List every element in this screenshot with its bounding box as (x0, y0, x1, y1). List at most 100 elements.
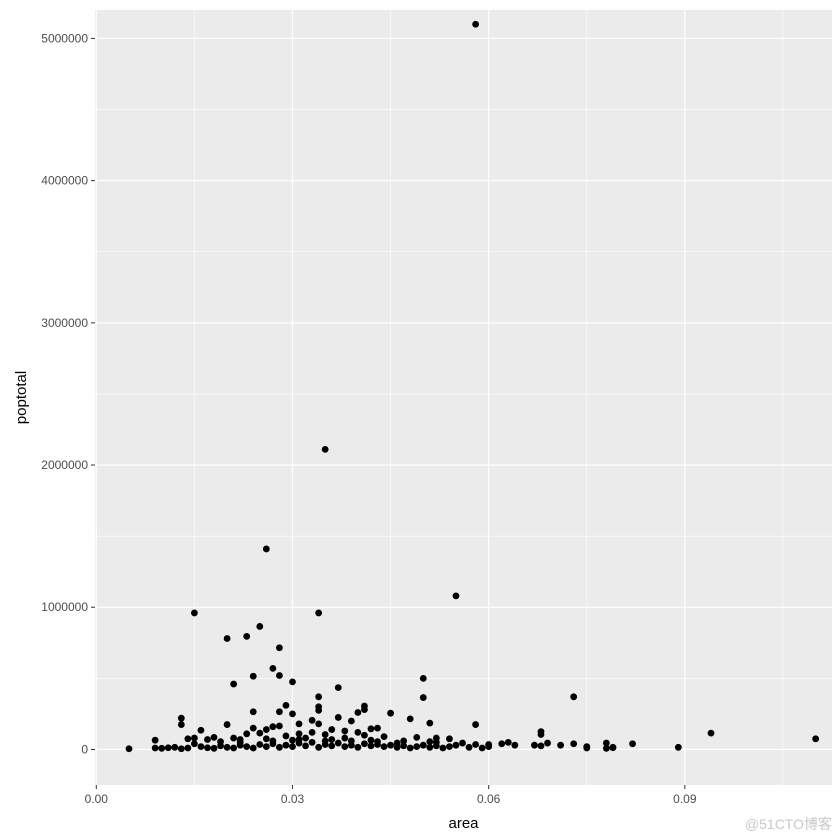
data-point (446, 743, 453, 751)
data-point (367, 742, 375, 750)
data-point (282, 701, 290, 709)
data-point (151, 736, 159, 744)
data-point (361, 740, 368, 748)
data-point (295, 736, 303, 743)
data-point (380, 733, 388, 741)
y-tick-label: 5000000 (41, 31, 88, 45)
data-point (308, 738, 316, 746)
data-point (243, 632, 251, 640)
data-point (537, 742, 545, 750)
data-point (204, 736, 211, 743)
data-point (184, 744, 192, 752)
data-point (249, 672, 257, 680)
data-point (256, 741, 264, 748)
data-point (269, 737, 277, 745)
data-point (361, 706, 368, 714)
data-point (472, 741, 479, 748)
data-point (217, 738, 224, 746)
data-point (361, 731, 368, 739)
data-point (341, 727, 349, 735)
data-point (223, 635, 231, 642)
data-point (256, 623, 264, 630)
y-tick-label: 0 (81, 742, 88, 756)
data-point (406, 744, 414, 752)
data-point (243, 743, 251, 751)
data-point (177, 721, 185, 728)
data-point (197, 743, 205, 751)
data-point (269, 664, 277, 672)
data-point (387, 709, 394, 717)
data-point (210, 733, 218, 741)
data-point (419, 694, 427, 701)
data-point (602, 739, 610, 747)
data-point (609, 744, 617, 752)
x-tick-label: 0.06 (477, 792, 501, 806)
data-point (230, 744, 238, 752)
data-point (164, 744, 172, 752)
data-point (602, 744, 610, 752)
data-point (308, 728, 316, 736)
data-point (289, 736, 296, 744)
data-point (151, 744, 159, 752)
data-point (452, 592, 460, 600)
data-point (504, 738, 512, 746)
data-point (256, 729, 264, 737)
y-axis: 0 1000000 2000000 3000000 4000000 5000000 (41, 31, 95, 756)
data-point (158, 744, 166, 752)
data-point (289, 710, 296, 718)
data-point (511, 741, 519, 749)
data-point (276, 672, 283, 679)
data-point (334, 714, 342, 721)
data-point (295, 730, 303, 738)
data-point (570, 740, 578, 748)
data-point (557, 741, 565, 749)
data-point (276, 722, 283, 730)
data-point (197, 726, 205, 734)
data-point (276, 743, 283, 751)
data-point (184, 735, 192, 743)
data-point (269, 723, 277, 731)
data-point (321, 446, 329, 453)
data-point (478, 744, 486, 752)
data-point (249, 724, 257, 732)
data-point (459, 739, 466, 747)
data-point (812, 735, 820, 743)
data-point (171, 743, 179, 751)
watermark: @51CTO博客 (744, 816, 832, 832)
x-axis-title: area (448, 815, 479, 832)
data-point (419, 674, 427, 682)
data-point (210, 744, 218, 752)
data-point (262, 743, 270, 751)
data-point (426, 738, 434, 746)
data-point (674, 743, 682, 751)
data-point (282, 732, 290, 740)
data-point (426, 743, 434, 751)
data-point (315, 720, 323, 728)
data-point (191, 609, 198, 617)
data-point (544, 739, 551, 747)
data-point (367, 725, 375, 733)
y-tick-label: 3000000 (41, 316, 88, 330)
x-tick-label: 0.00 (85, 792, 109, 806)
data-point (276, 708, 283, 716)
data-point (531, 741, 538, 749)
data-point (276, 644, 283, 652)
data-point (439, 744, 447, 752)
data-point (334, 684, 342, 691)
data-point (707, 729, 715, 737)
data-point (583, 744, 591, 752)
data-point (315, 609, 323, 617)
data-point (367, 736, 375, 744)
data-point (230, 680, 238, 688)
data-point (406, 715, 414, 723)
data-point (315, 706, 323, 714)
data-point (472, 20, 479, 28)
data-point (570, 693, 578, 701)
data-point (432, 738, 440, 746)
data-point (308, 716, 316, 724)
data-point (380, 743, 388, 751)
data-point (230, 734, 238, 742)
x-tick-label: 0.09 (673, 792, 697, 806)
data-point (400, 742, 408, 750)
data-point (315, 693, 323, 701)
